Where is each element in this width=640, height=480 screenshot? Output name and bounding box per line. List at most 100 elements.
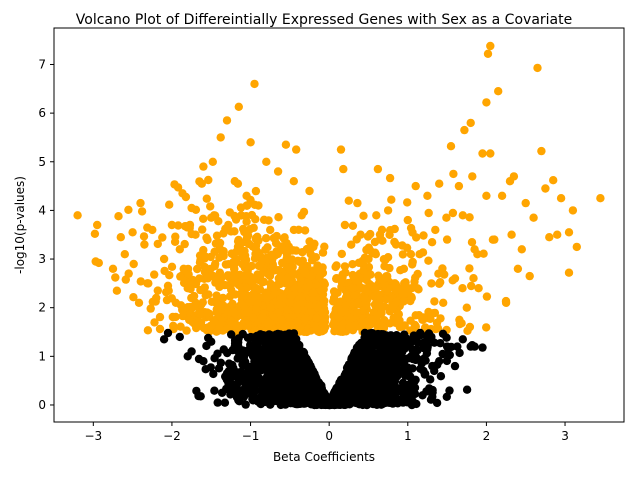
significant-point-1451 [179,264,188,273]
y-tick-label: 0 [38,398,46,412]
nonsignificant-point-3307 [220,398,230,407]
nonsignificant-point-3797 [427,332,436,342]
x-tick-label: 1 [404,429,412,443]
significant-point-1487 [297,211,306,220]
significant-point-1457 [197,179,206,188]
significant-point-1561 [564,268,574,277]
significant-point-1497 [339,164,348,174]
significant-point-1527 [450,274,460,283]
nonsignificant-point-3744 [328,392,338,401]
points-layer [73,41,605,410]
significant-point-1396 [167,262,177,271]
significant-point-1509 [383,206,393,215]
significant-point-1559 [553,230,562,239]
nonsignificant-point-3429 [194,391,203,401]
significant-point-1284 [348,260,357,269]
significant-point-1447 [163,281,173,290]
significant-point-1164 [385,263,394,273]
x-tick-label: 2 [483,429,491,443]
significant-point-1042 [155,312,165,322]
nonsignificant-point-3454 [432,398,442,408]
significant-point-94 [134,298,144,307]
significant-point-1388 [287,291,296,301]
significant-point-1550 [517,245,526,254]
significant-point-674 [261,245,270,254]
significant-point-1466 [222,116,232,125]
significant-point-1278 [206,202,215,211]
significant-point-1329 [345,322,355,332]
significant-point-844 [165,200,174,209]
significant-point-1268 [398,290,407,299]
nonsignificant-point-3804 [470,342,479,351]
significant-point-900 [465,264,474,273]
chart-title: Volcano Plot of Differeintially Expresse… [76,12,572,28]
significant-point-28 [176,322,185,331]
significant-point-1390 [185,220,195,230]
significant-point-1494 [328,320,338,329]
significant-point-701 [258,278,267,287]
significant-point-1433 [112,286,122,295]
significant-point-1456 [195,274,204,283]
significant-point-1245 [319,300,328,309]
significant-point-1476 [258,313,267,322]
nonsignificant-point-3704 [408,397,417,406]
nonsignificant-point-3323 [442,356,452,366]
significant-point-1156 [463,326,472,335]
significant-point-1347 [199,323,209,333]
significant-point-1067 [158,233,167,242]
significant-point-1474 [250,79,259,89]
significant-point-1191 [371,249,380,258]
nonsignificant-point-3523 [428,385,437,395]
significant-point-301 [387,195,396,204]
significant-point-321 [359,211,368,220]
significant-point-1441 [137,207,147,216]
nonsignificant-point-3138 [403,363,413,372]
significant-point-1560 [556,194,566,203]
significant-point-1285 [213,308,222,317]
significant-point-1144 [165,271,174,280]
significant-point-1534 [470,245,479,254]
significant-point-1454 [187,203,196,213]
significant-point-1532 [466,118,475,128]
nonsignificant-point-3630 [273,376,283,386]
significant-point-962 [347,240,356,249]
nonsignificant-point-3792 [387,376,397,385]
y-tick-label: 1 [38,349,46,363]
significant-point-1260 [316,271,325,280]
nonsignificant-point-3609 [412,335,421,345]
significant-point-1504 [364,254,373,264]
nonsignificant-point-3494 [216,358,226,367]
significant-point-1551 [521,198,530,208]
nonsignificant-point-3293 [400,355,409,364]
significant-point-1439 [128,228,137,237]
significant-point-1482 [281,140,291,149]
significant-point-1217 [307,256,317,265]
significant-point-1207 [424,256,433,265]
significant-point-1180 [229,250,238,259]
significant-point-1505 [368,315,377,325]
significant-point-440 [215,282,224,292]
nonsignificant-point-2957 [240,375,249,385]
significant-point-1493 [321,322,330,332]
significant-point-1333 [290,284,299,294]
nonsignificant-point-3517 [209,369,218,379]
significant-point-1118 [269,233,278,243]
significant-point-1460 [207,213,216,222]
significant-point-610 [330,288,339,297]
significant-point-928 [332,261,341,270]
nonsignificant-point-3798 [435,357,444,366]
significant-point-1481 [277,245,287,254]
significant-point-1470 [238,252,247,261]
nonsignificant-point-3680 [272,341,281,350]
significant-point-1201 [217,273,226,282]
nonsignificant-point-3679 [256,366,265,375]
significant-point-1522 [435,179,444,188]
significant-point-1495 [332,274,342,283]
significant-point-1514 [403,215,412,225]
nonsignificant-point-3758 [281,374,290,383]
significant-point-1300 [195,310,205,319]
significant-point-1485 [292,145,301,154]
significant-point-989 [200,252,210,261]
nonsignificant-point-3760 [236,367,246,377]
significant-point-1224 [385,226,395,235]
